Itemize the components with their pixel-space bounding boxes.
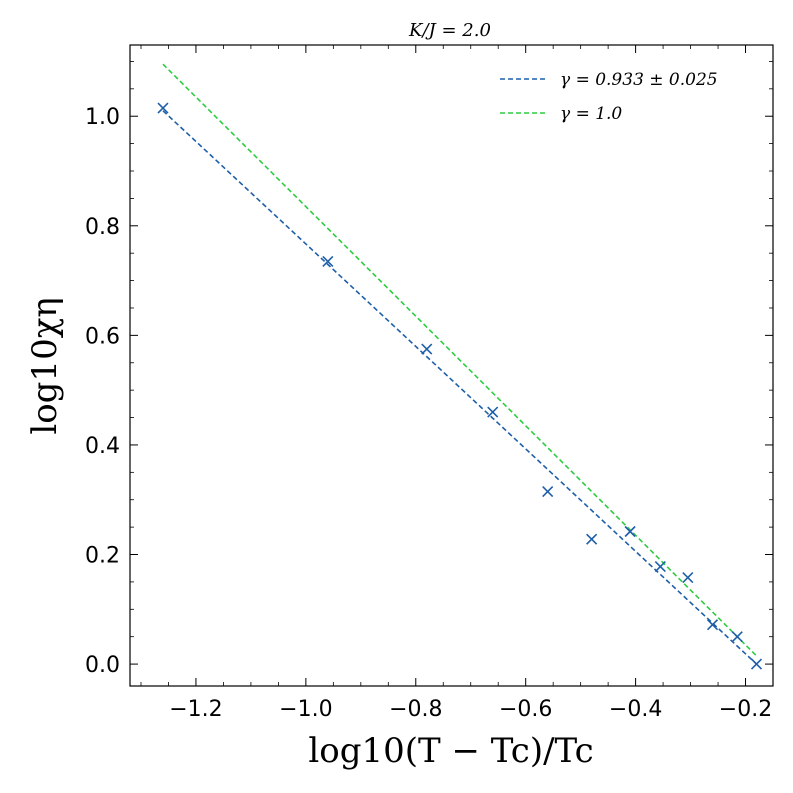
data-points [157,102,763,670]
data-point [624,525,636,538]
y-tick-label: 0.8 [85,215,120,240]
axis-ticks: −1.2 −1.0 −0.8 −0.6 −0.4 −0.2 0.0 0.2 0.4 0.6 0.8 1… [85,45,774,722]
data-point [682,571,694,584]
data-point [706,619,719,631]
x-tick-label: −0.8 [389,697,442,722]
x-axis-label: log10(T − Tc)/Tc [308,731,593,771]
data-point [487,406,499,418]
plot-frame [129,44,774,687]
x-tick-label: −1.2 [169,697,222,722]
data-point [586,533,598,545]
x-tick-label: −0.6 [499,697,552,722]
data-point [654,561,666,573]
y-tick-label: 0.2 [85,544,120,569]
x-tick-label: −1.0 [279,697,332,722]
fit-line-gamma-0933 [162,110,758,665]
x-tick-label: −0.2 [719,697,772,722]
y-tick-label: 0.6 [85,324,120,349]
data-point [322,255,334,267]
fit-line-gamma-1 [162,63,758,657]
y-tick-label: 0.4 [85,434,120,459]
chart-title: K/J = 2.0 [408,20,491,41]
y-axis-label: log10χη [25,297,65,434]
data-point [421,343,433,355]
y-tick-label: 1.0 [85,105,120,130]
data-point [750,658,763,670]
plot-area: −1.2 −1.0 −0.8 −0.6 −0.4 −0.2 0.0 0.2 0.4 0.6 0.8 1… [85,44,774,722]
legend-label: γ = 0.933 ± 0.025 [560,70,718,90]
data-point [731,631,743,643]
legend: γ = 0.933 ± 0.025 γ = 1.0 [500,70,718,124]
y-tick-label: 0.0 [85,653,120,678]
x-tick-label: −0.4 [609,697,662,722]
fit-lines [162,63,758,665]
data-point [157,102,169,114]
legend-label: γ = 1.0 [560,104,622,124]
data-point [542,485,554,498]
